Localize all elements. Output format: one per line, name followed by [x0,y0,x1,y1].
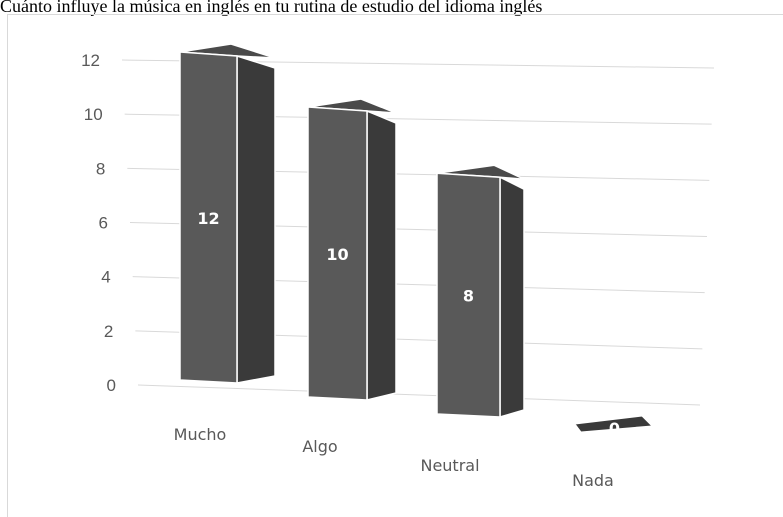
bar-front [307,106,368,401]
bar-side [499,175,525,418]
bar-front [179,51,238,384]
category-label: Mucho [174,425,227,444]
y-tick-label: 4 [101,268,110,287]
bar-neutral: 8 [436,164,525,418]
y-axis-ticks: 0 2 4 6 8 10 12 [81,51,116,395]
chart-title: Cuánto influye la música en inglés en tu… [0,0,543,16]
x-axis-categories: Mucho Algo Neutral Nada [174,425,614,490]
bar-side [366,109,397,401]
data-label: 0 [609,419,620,438]
y-tick-label: 2 [104,322,113,341]
bar-front [436,172,501,418]
bar-top [574,415,654,433]
category-label: Algo [302,437,337,456]
data-label: 8 [463,287,474,306]
category-label: Nada [572,471,614,490]
bar-algo: 10 [307,98,397,401]
data-label: 10 [326,245,348,264]
y-tick-label: 12 [81,51,100,70]
bars: 12 10 8 0 [179,43,654,438]
category-label: Neutral [420,456,479,475]
y-tick-label: 0 [107,376,116,395]
gridline [137,384,701,406]
bar-nada: 0 [574,415,654,438]
y-tick-label: 10 [84,105,103,124]
data-label: 12 [197,209,219,228]
bar-side [236,54,276,384]
y-tick-label: 8 [96,159,105,178]
bar-mucho: 12 [179,43,276,384]
y-tick-label: 6 [99,214,108,233]
chart-frame [7,14,783,517]
